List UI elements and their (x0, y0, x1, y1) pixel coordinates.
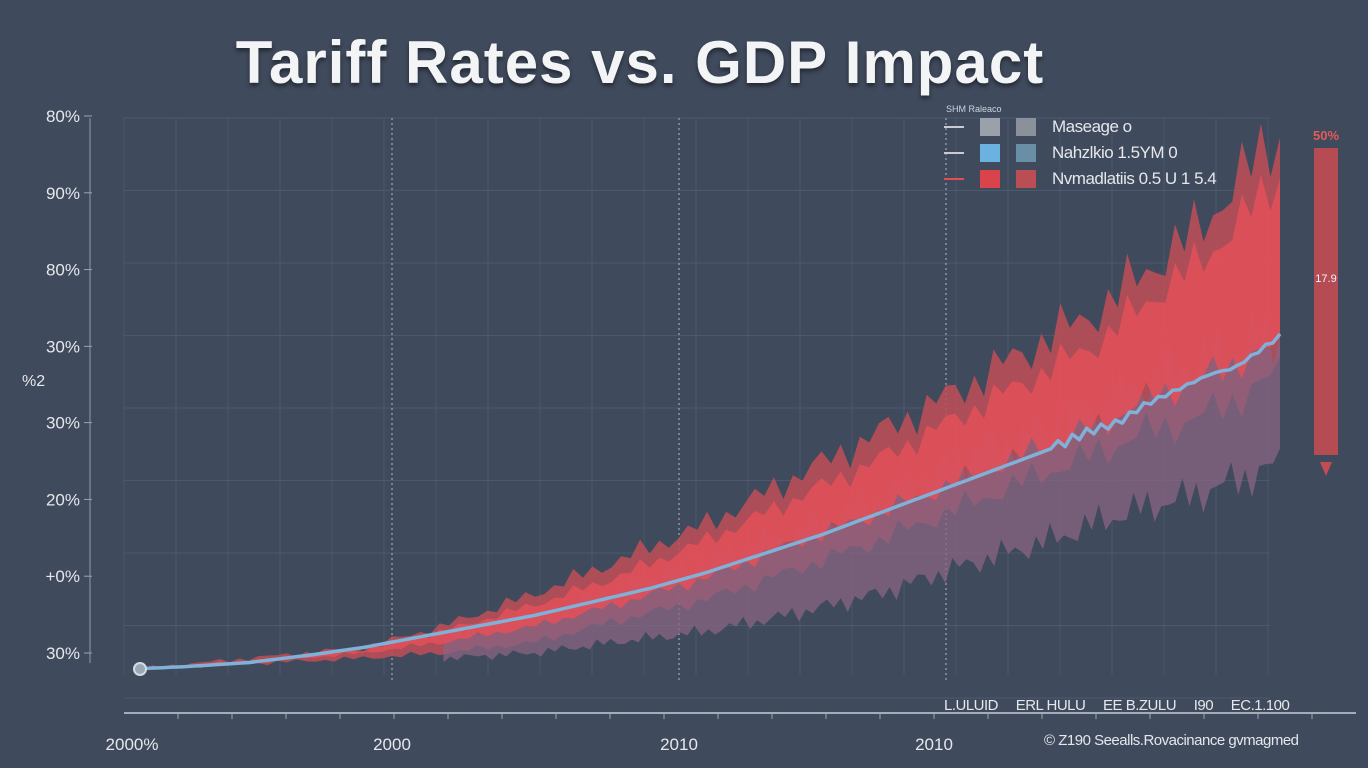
y-tick-label: 90% (46, 184, 80, 203)
legend-swatch (980, 170, 1000, 188)
x-axis (124, 712, 1356, 719)
legend-label: Maseage o (1052, 117, 1132, 136)
legend-item-3: Nvmadlatiis 0.5 U 1 5.4 (944, 166, 1244, 192)
y-tick-label: 30% (46, 414, 80, 433)
x-axis-ticks: 2000% 2000 2010 2010 (106, 735, 953, 754)
bottom-label: I90 (1193, 697, 1214, 714)
x-tick-label: 2000% (106, 735, 159, 754)
legend-label: Nvmadlatiis 0.5 U 1 5.4 (1052, 169, 1217, 188)
x-tick-label: 2010 (660, 735, 698, 754)
bottom-label: EC.1.100 (1230, 697, 1290, 714)
y-tick-label: 80% (46, 107, 80, 126)
chart-title: Tariff Rates vs. GDP Impact (235, 29, 1045, 96)
series-line (133, 332, 1282, 671)
series-layer (133, 123, 1282, 676)
y-tick-label: 20% (46, 490, 80, 509)
legend-item-1: Maseage o (944, 114, 1244, 140)
range-bar-top-label: 50% (1312, 128, 1340, 143)
y-tick-label: 30% (46, 644, 80, 663)
range-bar-fill (1314, 148, 1338, 455)
y-axis-label: %2 (22, 373, 45, 390)
range-bar-mid-label: 17.9 (1315, 273, 1337, 285)
range-bar (1314, 148, 1338, 476)
legend-dash (944, 152, 964, 154)
legend: SHM Raleaco Maseage o Nahzlkio 1.5YM 0 N… (944, 104, 1244, 192)
bottom-label: EE B.ZULU (1103, 697, 1177, 714)
x-tick-label: 2010 (915, 735, 953, 754)
bottom-labels: L.ULUID ERL HULU EE B.ZULU I90 EC.1.100 (944, 697, 1354, 714)
source-note: © Z190 Seealls.Rovacinance gvmagmed (1044, 732, 1299, 749)
bottom-label: ERL HULU (1015, 697, 1086, 714)
legend-item-2: Nahzlkio 1.5YM 0 (944, 140, 1244, 166)
bottom-label: L.ULUID (944, 697, 999, 714)
y-axis-ticks: 80% 90% 80% 30% 30% 20% +0% 30% (46, 107, 92, 663)
legend-swatch (1016, 118, 1036, 136)
x-tick-label: 2000 (373, 735, 411, 754)
legend-swatch (980, 118, 1000, 136)
series-start-marker (133, 662, 147, 676)
y-tick-label: 30% (46, 337, 80, 356)
legend-swatch (1016, 144, 1036, 162)
legend-header: SHM Raleaco (946, 104, 1002, 114)
legend-label: Nahzlkio 1.5YM 0 (1052, 143, 1178, 162)
y-tick-label: 80% (46, 261, 80, 280)
y-tick-label: +0% (46, 567, 81, 586)
range-bar-arrow (1320, 462, 1332, 476)
legend-dash (944, 178, 964, 180)
legend-dash (944, 126, 964, 128)
legend-swatch (980, 144, 1000, 162)
legend-swatch (1016, 170, 1036, 188)
